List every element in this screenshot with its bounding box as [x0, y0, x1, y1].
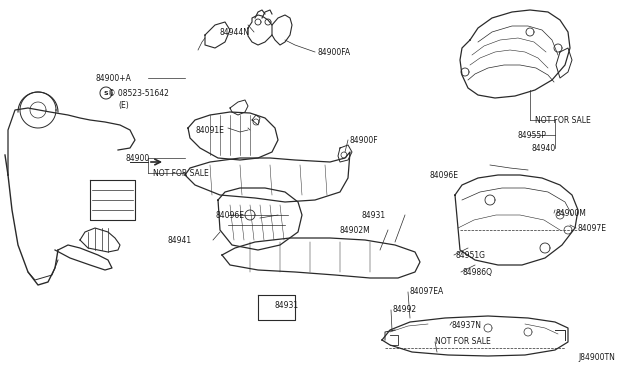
Text: 84941: 84941	[168, 235, 192, 244]
Text: J84900TN: J84900TN	[578, 353, 615, 362]
Text: 84944N: 84944N	[220, 28, 250, 36]
Text: 84900M: 84900M	[556, 208, 587, 218]
Text: 84951G: 84951G	[456, 250, 486, 260]
Text: 84992: 84992	[393, 305, 417, 314]
Text: 84096E: 84096E	[215, 211, 244, 219]
Text: 84900: 84900	[125, 154, 149, 163]
Text: 84900+A: 84900+A	[95, 74, 131, 83]
Text: 84986Q: 84986Q	[463, 267, 493, 276]
Text: 84931: 84931	[275, 301, 299, 310]
Text: 84097E: 84097E	[578, 224, 607, 232]
Text: NOT FOR SALE: NOT FOR SALE	[535, 115, 591, 125]
Text: 84937N: 84937N	[452, 321, 482, 330]
Text: 84931: 84931	[362, 211, 386, 219]
Text: © 08523-51642: © 08523-51642	[108, 89, 169, 97]
Text: 84900F: 84900F	[350, 135, 379, 144]
Text: S: S	[104, 90, 108, 96]
Text: 84900FA: 84900FA	[318, 48, 351, 57]
Text: (E): (E)	[118, 100, 129, 109]
Text: 84091E: 84091E	[196, 125, 225, 135]
Text: 84097EA: 84097EA	[410, 288, 444, 296]
Text: 84096E: 84096E	[430, 170, 459, 180]
Text: NOT FOR SALE: NOT FOR SALE	[153, 169, 209, 177]
Text: 84940: 84940	[532, 144, 556, 153]
Text: 84902M: 84902M	[340, 225, 371, 234]
Text: NOT FOR SALE: NOT FOR SALE	[435, 337, 491, 346]
Text: 84955P: 84955P	[518, 131, 547, 140]
